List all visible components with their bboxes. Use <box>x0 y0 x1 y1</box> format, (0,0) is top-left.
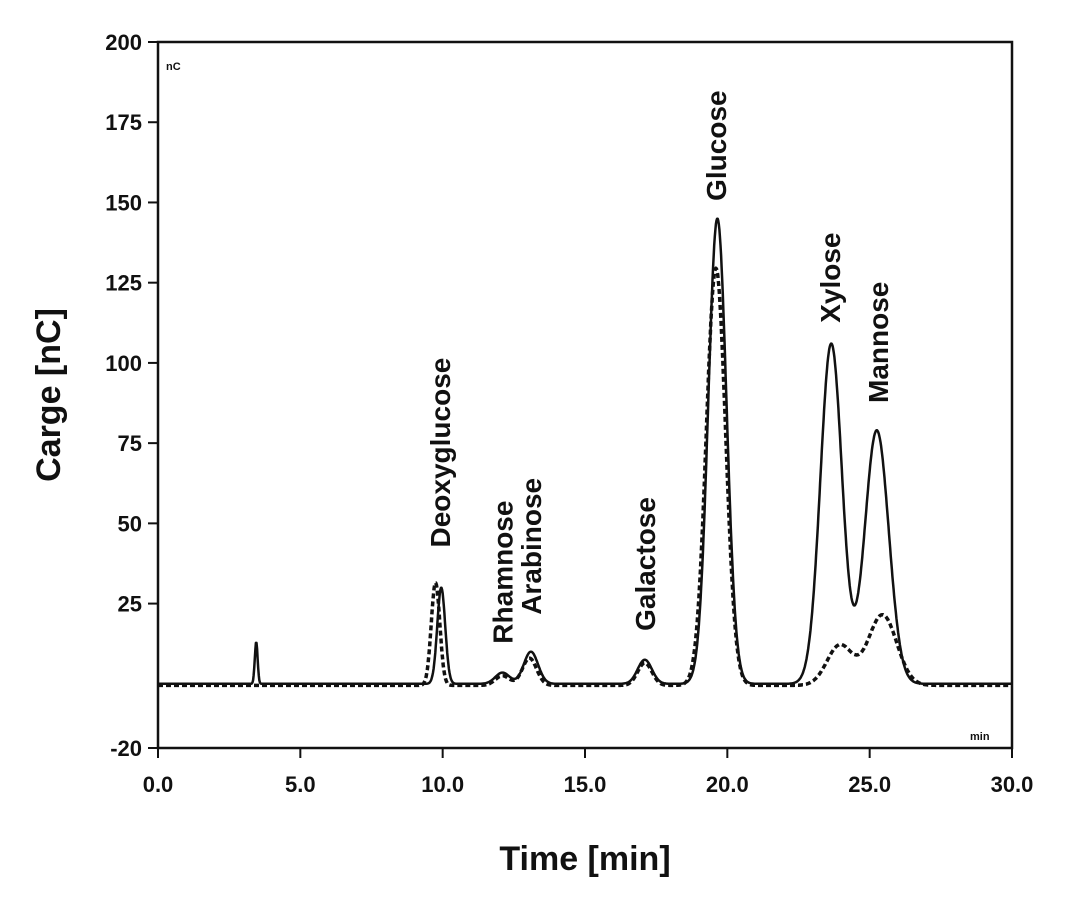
y-tick-label: 125 <box>105 271 142 296</box>
x-tick-label: 20.0 <box>706 772 749 797</box>
corner-unit-x: min <box>970 731 990 743</box>
peak-label-glucose: Glucose <box>701 90 732 200</box>
y-tick-label: 175 <box>105 110 142 135</box>
x-tick-label: 5.0 <box>285 772 316 797</box>
corner-unit-y: nC <box>166 61 181 73</box>
peak-label-rhamnose: Rhamnose <box>487 501 518 644</box>
x-tick-label: 30.0 <box>991 772 1034 797</box>
x-axis-title: Time [min] <box>499 840 670 878</box>
y-tick-label: 50 <box>118 511 142 536</box>
solid-trace <box>157 217 1013 686</box>
dashed-trace <box>156 266 1014 688</box>
y-tick-label: 100 <box>105 351 142 376</box>
peak-label-xylose: Xylose <box>815 233 846 323</box>
x-tick-label: 0.0 <box>143 772 174 797</box>
peak-label-deoxyglucose: Deoxyglucose <box>425 358 456 548</box>
x-tick-label: 25.0 <box>848 772 891 797</box>
x-tick-label: 10.0 <box>421 772 464 797</box>
tick-layer: -20 25 50 75 100 125 150 175 200 0.0 5.0 10.0 15.0 20… <box>105 30 1033 797</box>
peak-label-galactose: Galactose <box>630 497 661 631</box>
series-layer <box>156 217 1014 688</box>
y-axis-title: Carge [nC] <box>30 308 68 482</box>
x-tick-label: 15.0 <box>564 772 607 797</box>
y-tick-label: -20 <box>110 736 142 761</box>
y-tick-label: 75 <box>118 431 142 456</box>
y-tick-label: 25 <box>118 592 142 617</box>
y-tick-label: 200 <box>105 30 142 55</box>
peak-label-arabinose: Arabinose <box>516 478 547 615</box>
y-tick-label: 150 <box>105 190 142 215</box>
peak-label-mannose: Mannose <box>863 282 894 403</box>
